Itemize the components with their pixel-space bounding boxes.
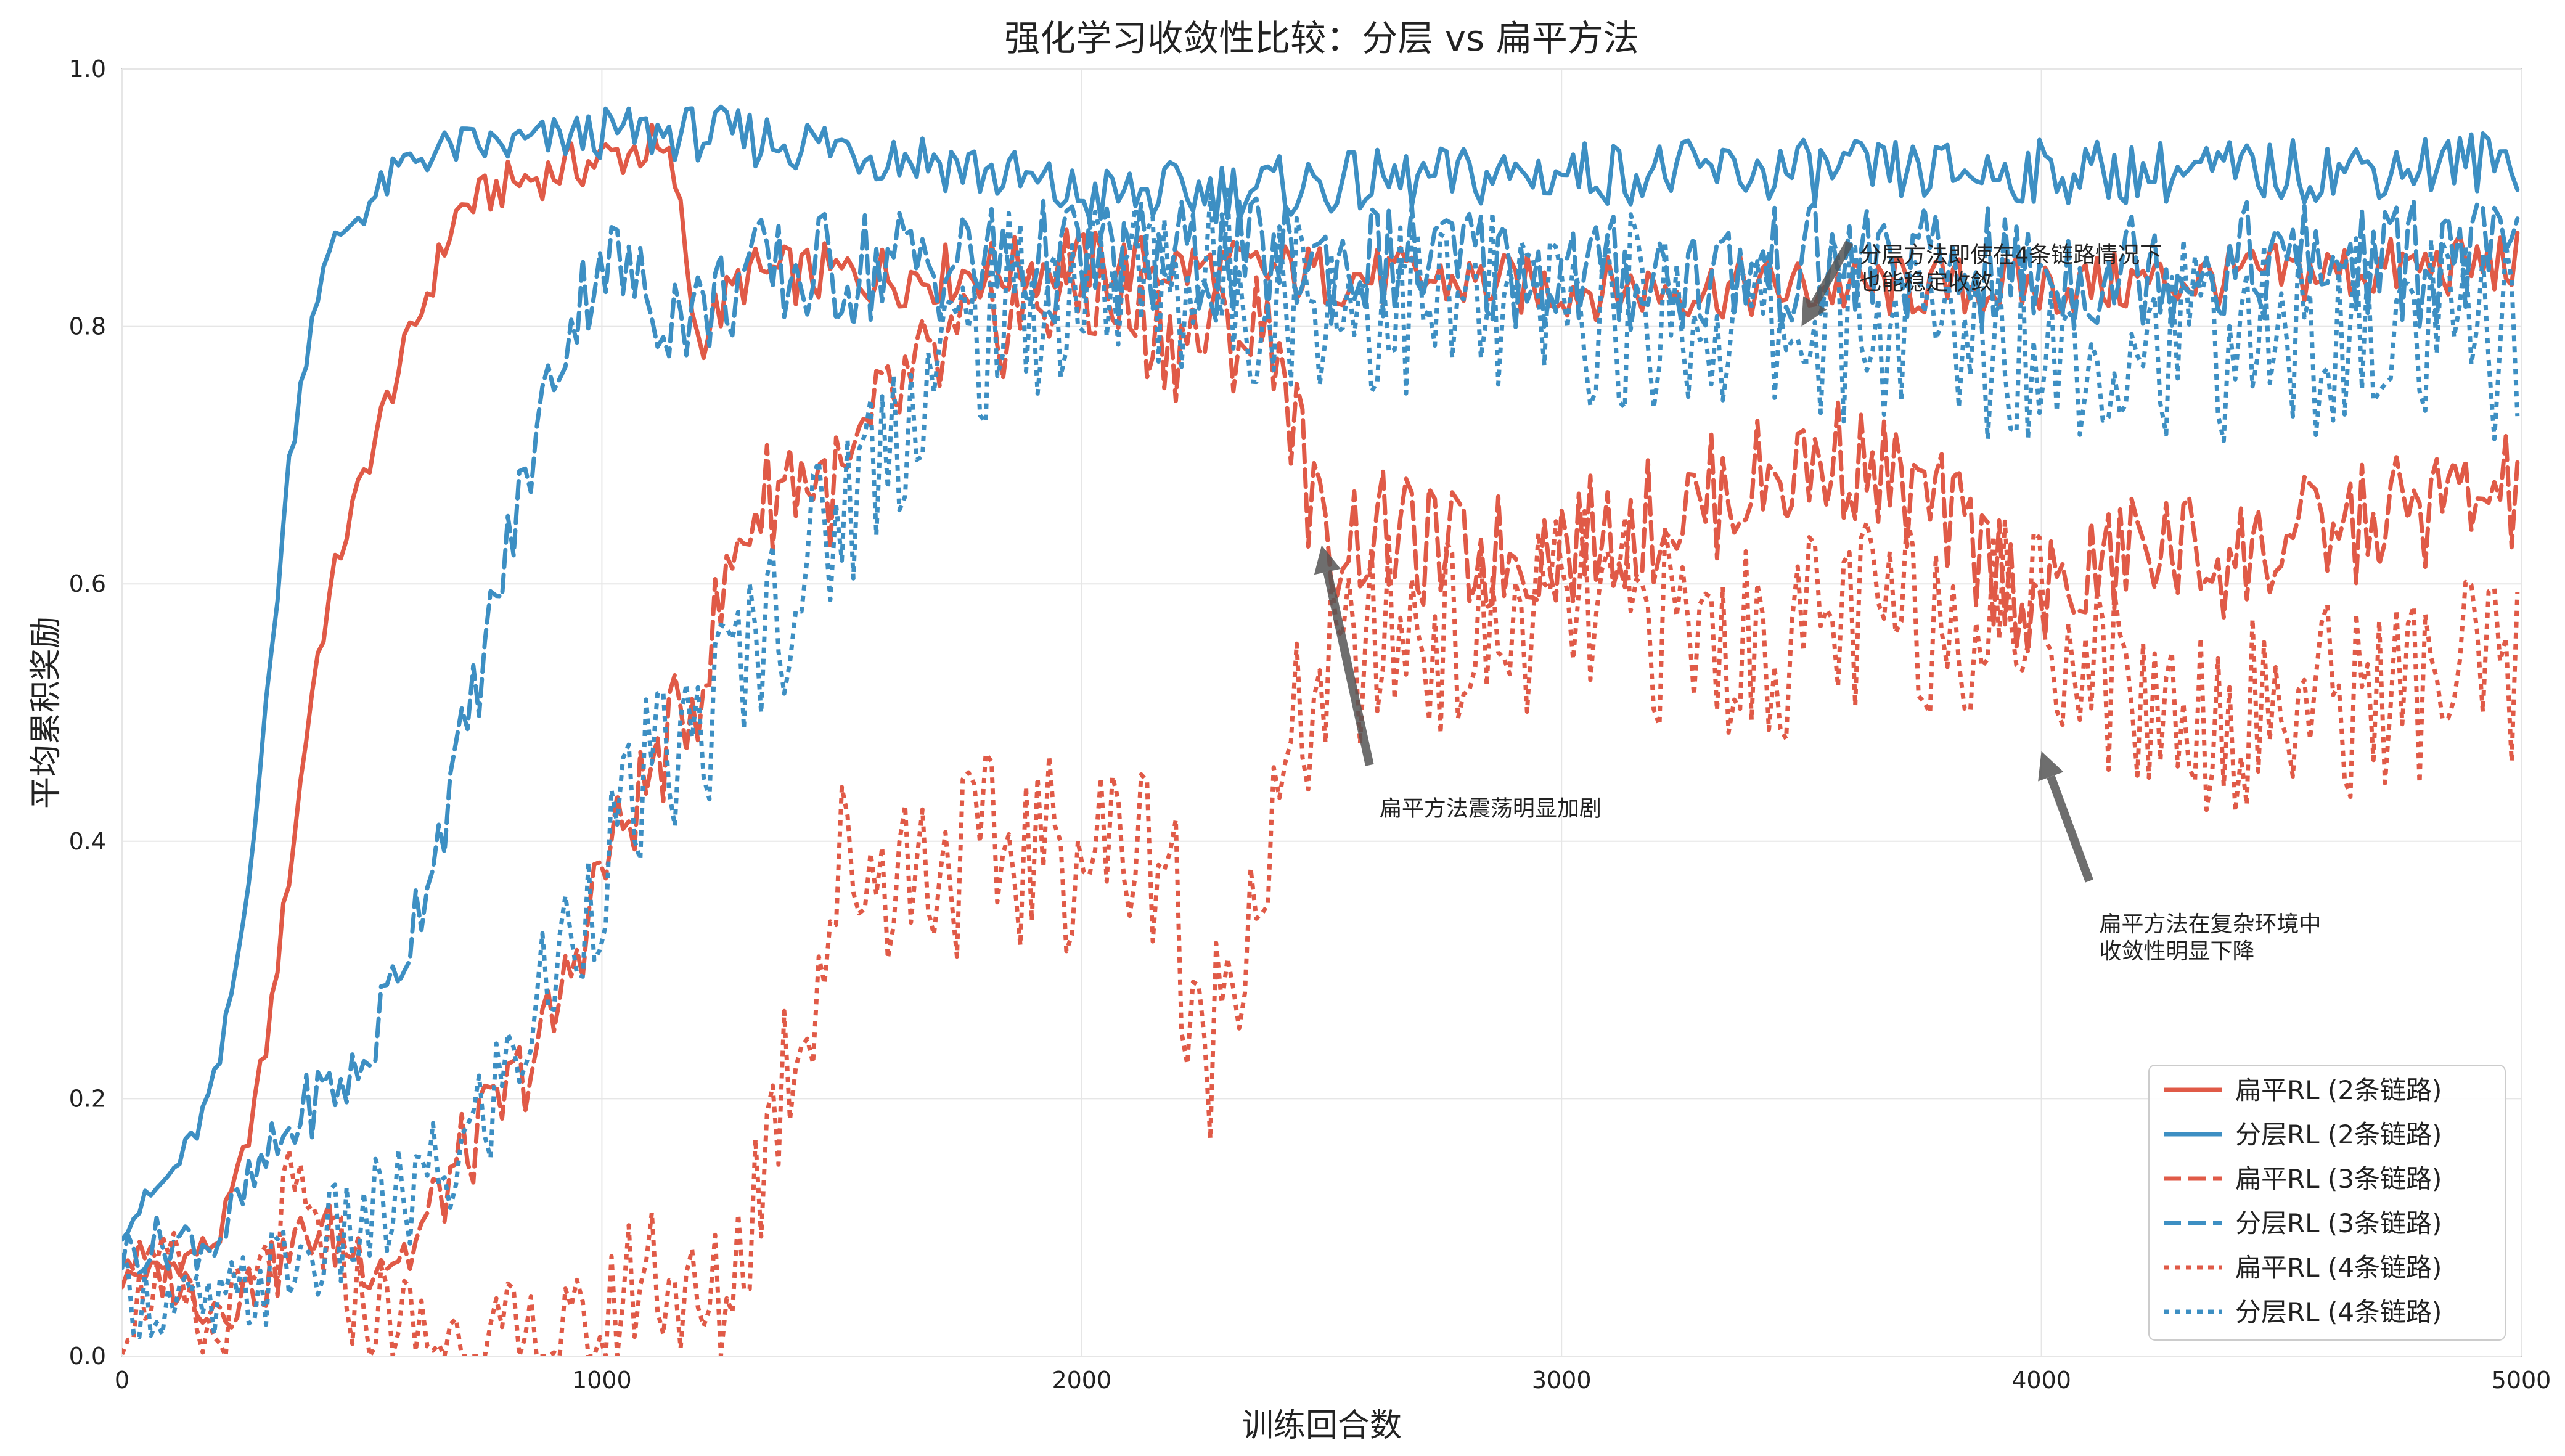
y-tick-label: 0.2: [69, 1085, 106, 1112]
annotation-arrowhead: [1314, 545, 1341, 575]
annotation-text: 也能稳定收敛: [1859, 269, 1992, 295]
x-tick-label: 4000: [2011, 1367, 2071, 1394]
series-lines: [122, 104, 2520, 1356]
annotation-text: 扁平方法在复杂环境中: [2099, 912, 2321, 937]
legend-box: [2148, 1065, 2506, 1341]
legend-label: 分层RL (3条链路): [2235, 1208, 2442, 1238]
legend-label: 扁平RL (3条链路): [2235, 1164, 2442, 1194]
series-line-4: [122, 509, 2520, 1356]
legend-label: 扁平RL (4条链路): [2235, 1253, 2442, 1283]
annotation-text: 扁平方法震荡明显加剧: [1380, 796, 1602, 821]
series-line-2: [122, 226, 2520, 1330]
series-line-5: [122, 184, 2520, 1339]
x-tick-label: 5000: [2492, 1367, 2551, 1394]
grid-lines: [121, 68, 2522, 1357]
annotation-arrowhead: [2038, 751, 2064, 782]
legend: 扁平RL (2条链路) 分层RL (2条链路) 扁平RL (3条链路) 分层RL (3…: [2148, 1065, 2506, 1341]
x-tick-label: 1000: [572, 1367, 632, 1394]
y-tick-label: 0.0: [69, 1343, 106, 1370]
annotation-arrow: [1811, 240, 1854, 305]
series-line-3: [122, 196, 2520, 1276]
legend-label: 分层RL (2条链路): [2235, 1119, 2442, 1150]
x-axis-label: 训练回合数: [1242, 1407, 1402, 1444]
annotation-arrow: [1323, 571, 1374, 766]
x-tick-label: 0: [115, 1367, 129, 1394]
series-line-1: [122, 104, 2520, 1242]
annotation-text: 分层方法即使在4条链路情况下: [1859, 242, 2162, 268]
legend-label: 扁平RL (2条链路): [2235, 1075, 2442, 1105]
y-tick-label: 0.8: [69, 313, 106, 340]
y-axis-label: 平均累积奖励: [28, 616, 65, 809]
x-tick-label: 3000: [1532, 1367, 1592, 1394]
annotation-text: 收敛性明显下降: [2099, 939, 2254, 964]
y-tick-label: 0.4: [69, 828, 106, 855]
x-tick-label: 2000: [1052, 1367, 1111, 1394]
annotations: 分层方法即使在4条链路情况下也能稳定收敛扁平方法震荡明显加剧扁平方法在复杂环境中…: [1314, 240, 2321, 964]
annotation-arrowhead: [1801, 296, 1827, 327]
legend-label: 分层RL (4条链路): [2235, 1297, 2442, 1327]
chart-title: 强化学习收敛性比较：分层 vs 扁平方法: [1004, 17, 1638, 59]
axis-ticks: 0 1000 2000 3000 4000 5000 0.0 0.2 0.4 0.6 0.8 1.0: [69, 55, 2551, 1394]
y-tick-label: 1.0: [69, 55, 106, 83]
annotation-arrow: [2047, 775, 2094, 883]
y-tick-label: 0.6: [69, 570, 106, 597]
